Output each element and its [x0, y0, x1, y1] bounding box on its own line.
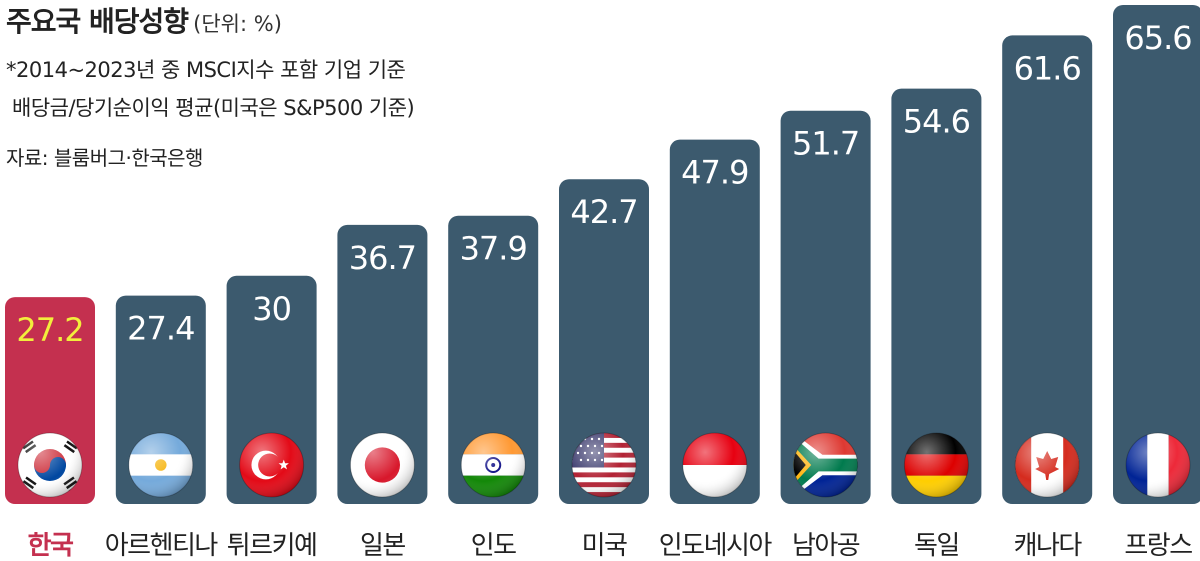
bar-value-label: 36.7 — [349, 239, 416, 277]
chart-source: 자료: 블룸버그·한국은행 — [6, 146, 203, 170]
south-africa-flag-icon — [793, 432, 859, 498]
france-flag-icon — [1125, 432, 1191, 498]
bar — [780, 110, 871, 505]
bar-group: 36.7 일본 — [337, 224, 428, 561]
category-label: 캐나다 — [1014, 531, 1083, 561]
category-label: 인도 — [471, 531, 516, 561]
chart-note-2: 배당금/당기순이익 평균(미국은 S&P500 기준) — [12, 96, 415, 120]
japan-flag-icon — [349, 432, 415, 498]
bar — [669, 139, 760, 504]
bar-value-label: 51.7 — [792, 125, 859, 163]
bar — [337, 224, 428, 504]
bar — [1002, 35, 1093, 505]
bar-group: 30 튀르키예 — [226, 275, 318, 561]
bar-group: 51.7 남아공 — [780, 110, 871, 561]
category-label: 미국 — [582, 531, 627, 561]
korea-flag-icon — [17, 432, 83, 498]
bar-group: 37.9 인도 — [448, 215, 539, 561]
category-label: 일본 — [360, 531, 405, 561]
chart-unit: (단위: %) — [193, 12, 282, 36]
bar-group: 65.6 프랑스 — [1113, 5, 1200, 561]
bar-value-label: 27.4 — [127, 310, 194, 348]
bar-group: 27.4 아르헨티나 — [105, 295, 220, 561]
bar-value-label: 61.6 — [1014, 49, 1081, 87]
category-label: 튀르키예 — [227, 531, 317, 561]
category-label: 남아공 — [792, 531, 860, 561]
india-flag-icon — [460, 432, 526, 498]
chart-note-1: *2014~2023년 중 MSCI지수 포함 기업 기준 — [6, 58, 406, 82]
category-label: 아르헨티나 — [105, 531, 219, 561]
bar-value-label: 27.2 — [16, 311, 83, 349]
bar-group: 47.9 인도네시아 — [659, 139, 774, 561]
category-label: 인도네시아 — [659, 531, 773, 561]
germany-flag-icon — [903, 432, 969, 498]
argentina-flag-icon — [128, 432, 194, 498]
bar — [891, 88, 982, 505]
bar-value-label: 47.9 — [681, 154, 748, 192]
bar-value-label: 37.9 — [460, 230, 527, 268]
bar-value-label: 42.7 — [570, 193, 637, 231]
bar — [559, 179, 649, 504]
category-label: 한국 — [28, 531, 74, 561]
bar-group: 61.6 캐나다 — [1002, 35, 1093, 561]
usa-flag-icon — [571, 432, 637, 498]
chart-title-block: 주요국 배당성향 (단위: %) — [6, 0, 282, 40]
bar — [448, 215, 539, 504]
bar-group: 27.2 한국 — [5, 297, 95, 561]
canada-flag-icon — [1014, 432, 1080, 498]
bar — [1113, 5, 1200, 504]
indonesia-flag-icon — [682, 432, 748, 498]
category-label: 독일 — [914, 531, 959, 561]
bar-value-label: 54.6 — [903, 103, 970, 141]
bar-group: 54.6 독일 — [891, 88, 982, 561]
turkey-flag-icon — [239, 432, 305, 498]
bar-group: 42.7 미국 — [559, 179, 649, 561]
bar-value-label: 30 — [252, 290, 291, 328]
chart-title: 주요국 배당성향 — [6, 5, 189, 38]
bar-value-label: 65.6 — [1124, 19, 1191, 57]
category-label: 프랑스 — [1124, 531, 1192, 561]
